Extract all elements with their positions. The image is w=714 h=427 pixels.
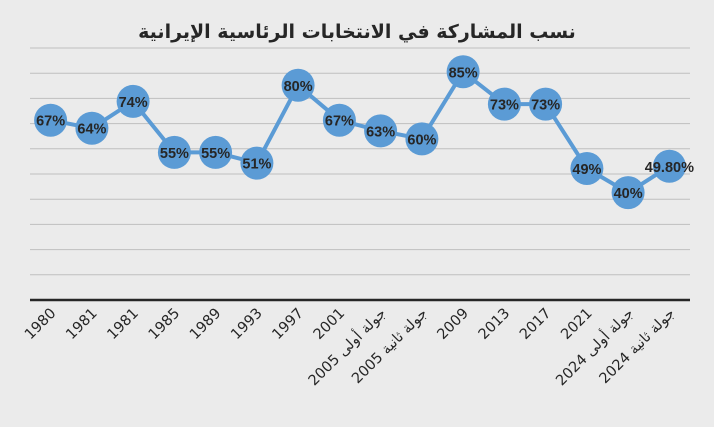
data-point: [240, 146, 274, 180]
x-tick-label: 2005 جولة ثانية: [349, 306, 431, 388]
data-point: [75, 111, 109, 145]
x-tick-label: 2024 جولة ثانية: [597, 306, 679, 388]
data-label: 49%: [572, 162, 601, 178]
data-point: [322, 103, 356, 137]
data-point: [611, 176, 645, 210]
data-point: [34, 103, 68, 137]
data-point: [364, 114, 398, 148]
x-tick-label: 1993: [228, 306, 265, 343]
data-label: 73%: [490, 98, 519, 114]
data-point: [405, 122, 439, 156]
data-label: 73%: [531, 98, 560, 114]
data-point: [529, 87, 563, 121]
data-point: [570, 152, 604, 185]
x-tick-label: 2001: [311, 306, 348, 343]
data-label: 60%: [407, 132, 436, 148]
x-tick-label: 2013: [476, 306, 513, 343]
data-label: 55%: [201, 146, 230, 162]
data-label: 40%: [614, 186, 643, 202]
data-label: 67%: [325, 114, 354, 130]
data-point: [652, 149, 686, 183]
data-label: 67%: [36, 114, 65, 130]
series-polyline: [50, 69, 671, 195]
series-line: [50, 69, 671, 195]
data-point: [487, 87, 521, 121]
data-point: [446, 55, 480, 89]
x-tick-label: 1997: [270, 306, 307, 343]
data-label: 51%: [242, 157, 271, 173]
data-point: [281, 68, 315, 102]
data-label: 64%: [77, 122, 106, 138]
data-label: 55%: [160, 146, 189, 162]
x-tick-label: 1989: [187, 306, 224, 343]
data-point: [116, 84, 150, 118]
x-tick-label: 2021: [558, 306, 595, 343]
x-tick-label: 2017: [517, 306, 554, 343]
gridlines: [30, 47, 690, 302]
data-points: [34, 55, 686, 210]
data-label: 49.80%: [645, 160, 694, 176]
x-tick-label: 2009: [435, 306, 472, 343]
data-point: [157, 135, 191, 169]
x-tick-label: 1985: [146, 306, 183, 343]
data-label: 80%: [284, 79, 313, 95]
x-tick-label: 1981: [105, 306, 142, 343]
data-point: [199, 135, 233, 169]
x-tick-label: 1981: [63, 306, 100, 343]
data-label: 63%: [366, 124, 395, 140]
data-labels: 67% 64% 74% 55% 55% 51% 80% 67% 63% 60% 85% 73% 73% 4…: [36, 65, 694, 202]
x-tick-label: 1980: [22, 306, 59, 343]
data-label: 74%: [119, 95, 148, 111]
chart-title: نسب المشاركة في الانتخابات الرئاسية الإي…: [138, 21, 576, 43]
data-label: 85%: [449, 65, 478, 81]
